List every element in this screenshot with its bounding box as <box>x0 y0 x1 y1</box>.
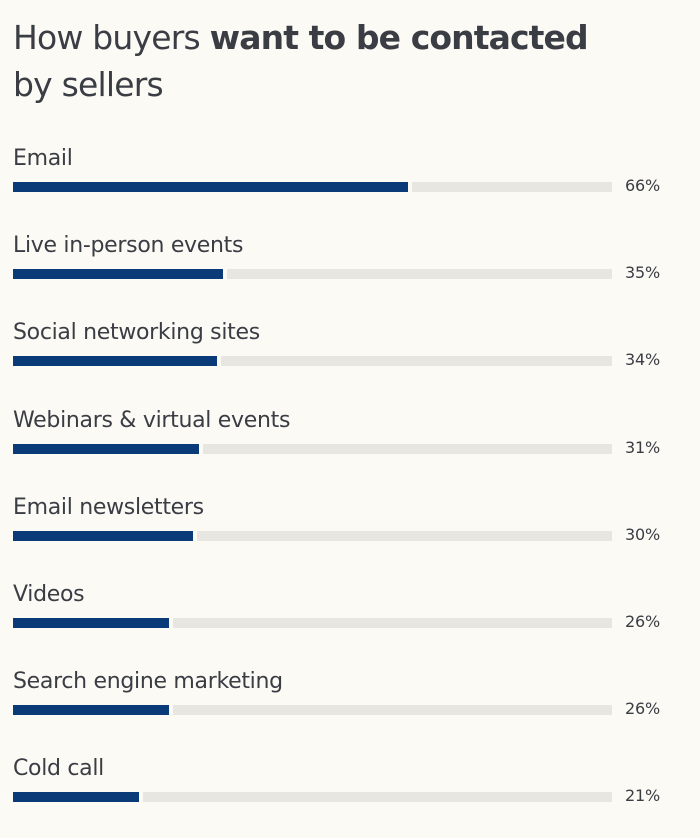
bar <box>13 269 227 280</box>
bar-track <box>13 356 612 367</box>
bar <box>13 443 203 454</box>
bar-track <box>13 792 612 803</box>
bar-row: Cold call 21% <box>0 755 700 815</box>
category-label: Social networking sites <box>13 320 260 346</box>
bar-row: Webinars & virtual events 31% <box>0 407 700 467</box>
bar-track <box>13 269 612 280</box>
bar <box>13 705 173 716</box>
bar <box>13 182 413 192</box>
category-label: Email <box>13 146 73 171</box>
title-line-2: by sellers <box>13 65 164 104</box>
bar <box>13 618 173 628</box>
title-regular: How buyers <box>13 18 201 57</box>
bar <box>13 356 221 367</box>
value-label: 35% <box>625 263 660 283</box>
bar-row: Videos 26% <box>0 581 700 641</box>
bar-row: Email 66% <box>0 145 700 205</box>
bar-row: Social networking sites 34% <box>0 319 700 379</box>
bar-row: Search engine marketing 26% <box>0 668 700 728</box>
category-label: Videos <box>13 582 85 607</box>
category-label: Live in-person events <box>13 233 244 259</box>
bar-track <box>13 182 612 192</box>
value-label: 66% <box>625 176 660 195</box>
value-label: 31% <box>625 437 660 457</box>
value-label: 26% <box>625 699 660 719</box>
bar <box>13 530 197 541</box>
bar <box>13 792 143 803</box>
bar-track <box>13 530 612 541</box>
category-label: Email newsletters <box>13 494 204 520</box>
bar-track <box>13 443 612 454</box>
value-label: 34% <box>625 350 660 370</box>
bar-row: Email newsletters 30% <box>0 494 700 554</box>
bar-track <box>13 705 612 716</box>
bar-track <box>13 618 612 628</box>
title-bold: want to be contacted <box>209 18 589 57</box>
value-label: 21% <box>625 786 660 806</box>
value-label: 30% <box>625 524 660 544</box>
category-label: Search engine marketing <box>13 669 283 695</box>
value-label: 26% <box>625 612 660 631</box>
bar-row: Live in-person events 35% <box>0 232 700 292</box>
category-label: Cold call <box>13 756 104 782</box>
category-label: Webinars & virtual events <box>13 407 291 433</box>
chart-title: How buyers want to be contacted by seller… <box>13 14 653 108</box>
